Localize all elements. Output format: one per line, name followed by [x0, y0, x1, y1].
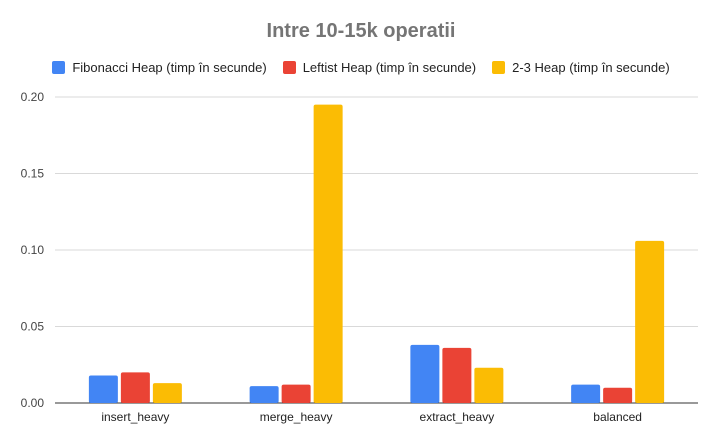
bar: [281, 384, 311, 403]
x-tick-label: balanced: [593, 410, 642, 424]
legend-item-fibonacci: Fibonacci Heap (timp în secunde): [52, 60, 267, 75]
legend-label-twothree: 2-3 Heap (timp în secunde): [512, 60, 670, 75]
x-tick-label: extract_heavy: [420, 410, 495, 424]
bar: [603, 387, 633, 403]
legend-label-leftist: Leftist Heap (timp în secunde): [302, 60, 477, 75]
bar: [442, 347, 472, 403]
legend: Fibonacci Heap (timp în secunde) Leftist…: [0, 60, 722, 75]
x-tick-label: merge_heavy: [260, 410, 333, 424]
y-tick-label: 0.00: [21, 396, 45, 410]
y-tick-label: 0.05: [21, 320, 45, 334]
legend-swatch-fibonacci: [52, 61, 66, 74]
bar: [474, 367, 504, 403]
bar: [571, 384, 601, 403]
bar: [635, 240, 665, 403]
legend-item-leftist: Leftist Heap (timp în secunde): [282, 60, 477, 75]
bar: [313, 104, 343, 404]
y-tick-label: 0.10: [21, 243, 45, 257]
y-tick-label: 0.15: [21, 167, 45, 181]
bar: [410, 344, 440, 403]
legend-swatch-twothree: [492, 61, 506, 74]
bar: [152, 383, 182, 403]
bar: [249, 386, 279, 403]
legend-label-fibonacci: Fibonacci Heap (timp în secunde): [72, 60, 267, 75]
y-tick-label: 0.20: [21, 90, 45, 104]
chart-title: Intre 10-15k operatii: [266, 20, 456, 42]
x-tick-label: insert_heavy: [101, 410, 169, 424]
legend-item-twothree: 2-3 Heap (timp în secunde): [492, 60, 670, 75]
bar: [88, 375, 118, 403]
legend-swatch-leftist: [282, 61, 296, 74]
bar: [120, 372, 150, 403]
